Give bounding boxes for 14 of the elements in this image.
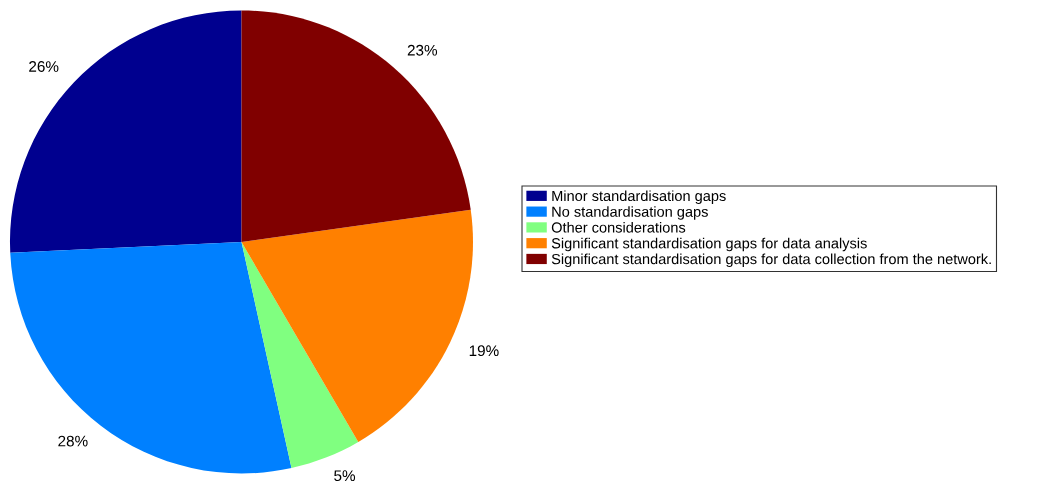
pie-slice bbox=[241, 242, 359, 469]
data-label: 23% bbox=[407, 44, 438, 56]
pie-slice bbox=[10, 242, 292, 474]
pie-slice bbox=[10, 10, 242, 253]
data-label: 19% bbox=[469, 345, 499, 357]
pie-slice bbox=[241, 10, 471, 242]
data-label: 5% bbox=[334, 470, 356, 482]
legend-label: Other considerations bbox=[551, 221, 686, 233]
data-label: 26% bbox=[29, 61, 59, 72]
legend-label: No standardisation gaps bbox=[552, 206, 708, 220]
legend-label: Significant standardisation gaps for data analysis bbox=[551, 237, 867, 252]
legend-label: Significant standardisation gaps for data collection from the network. bbox=[551, 253, 991, 268]
data-label: 28% bbox=[58, 435, 88, 447]
legend-label: Minor standardisation gaps bbox=[552, 190, 726, 204]
